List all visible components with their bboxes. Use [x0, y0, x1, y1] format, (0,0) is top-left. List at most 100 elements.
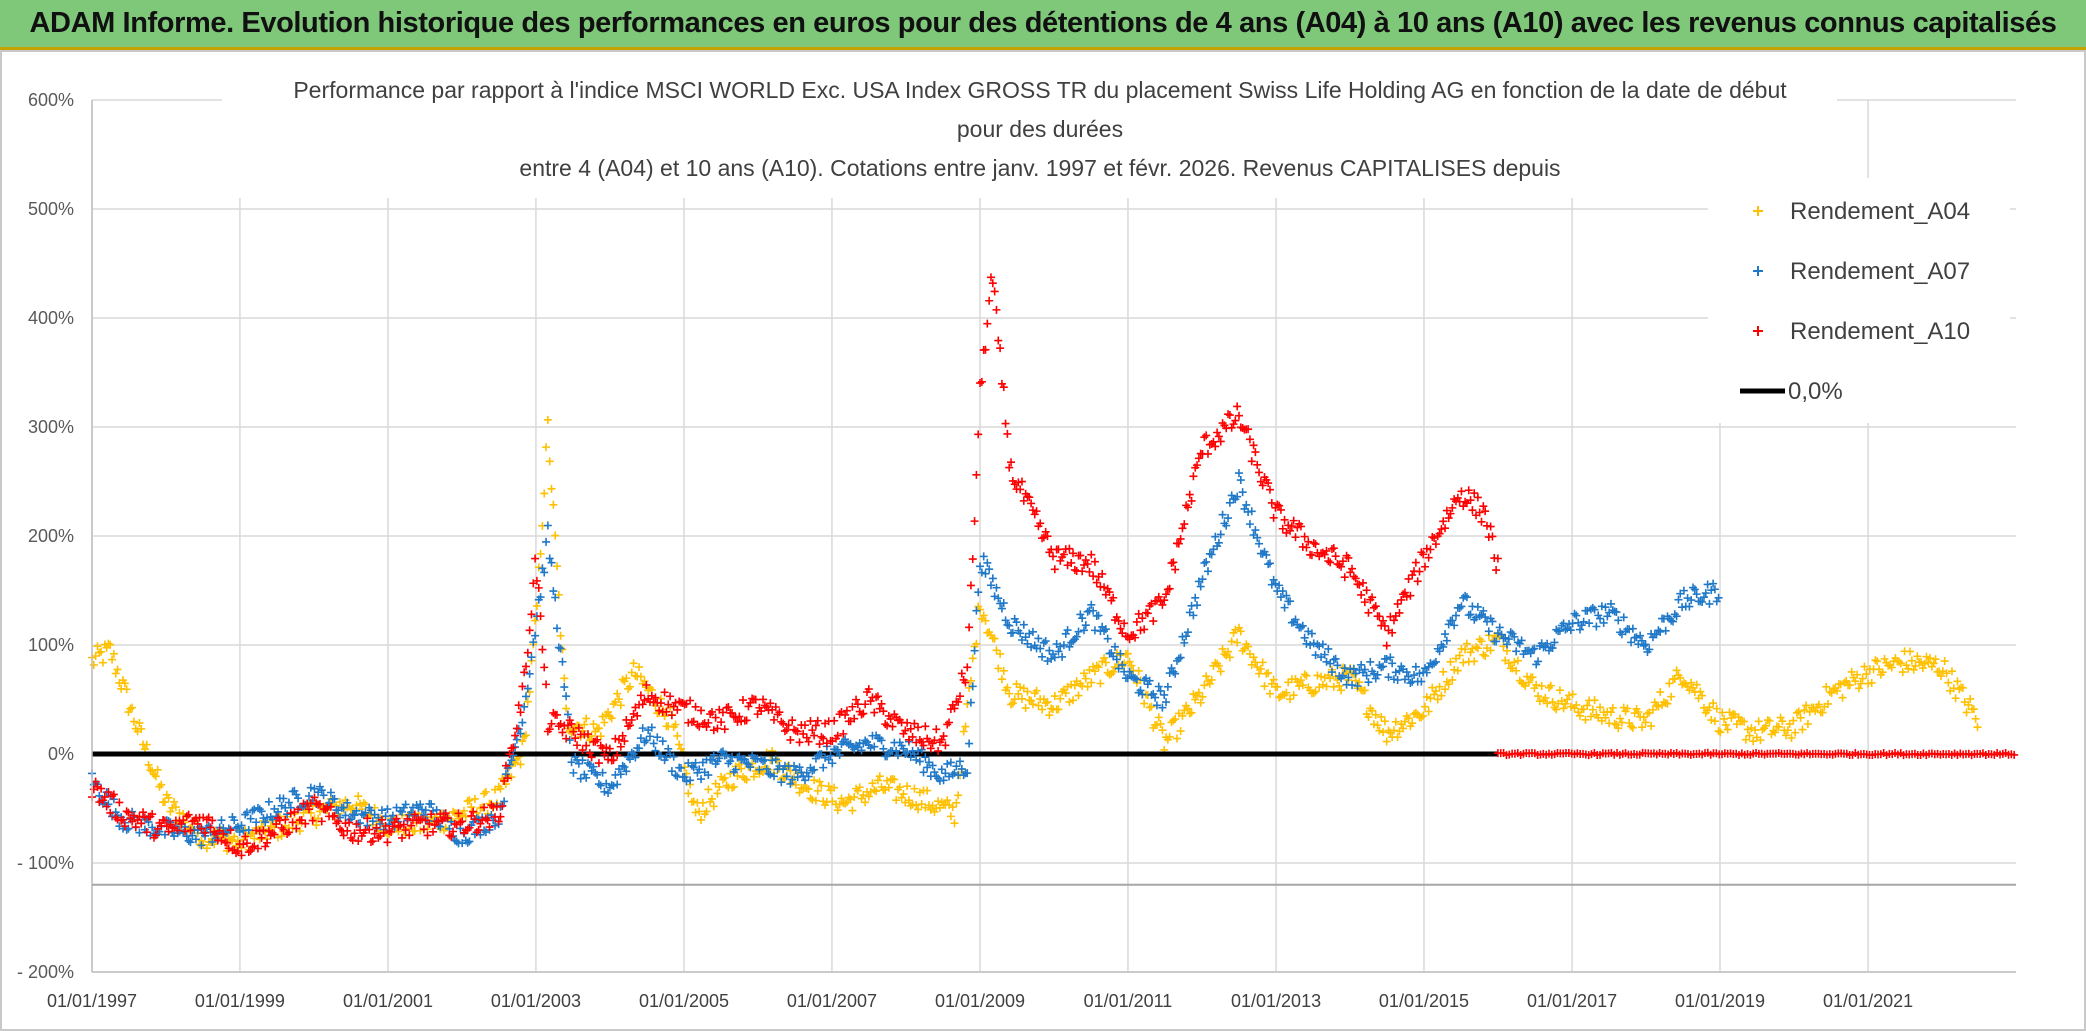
a04-point [1909, 665, 1918, 674]
a10-point [903, 718, 912, 727]
y-tick-label: 400% [28, 308, 74, 328]
a04-point [1236, 627, 1245, 636]
a04-point [1707, 716, 1716, 725]
a07-point [1360, 665, 1369, 674]
a04-point [1714, 727, 1723, 736]
a04-point [1333, 676, 1342, 685]
a04-point [1313, 671, 1322, 680]
a04-point [1785, 720, 1794, 729]
a10-point [1453, 493, 1462, 502]
a04-point [1355, 678, 1364, 687]
a04-point [1214, 661, 1223, 670]
a10-point [625, 721, 634, 730]
a04-point [164, 793, 173, 802]
a07-point [1685, 602, 1694, 611]
a04-point [441, 823, 450, 832]
a10-point [1479, 502, 1488, 511]
a04-point [1196, 698, 1205, 707]
a04-point [1966, 694, 1975, 703]
a07-point [1333, 661, 1342, 670]
a07-point [625, 755, 634, 764]
a04-point [992, 646, 1001, 655]
a04-point [1550, 703, 1559, 712]
a10-point [1335, 560, 1344, 569]
a07-point [1656, 627, 1665, 636]
a10-point [1253, 460, 1262, 469]
a07-point [824, 755, 833, 764]
a07-point [1679, 586, 1688, 595]
a04-point [562, 704, 571, 713]
a07-point [1672, 612, 1681, 621]
a10-point [859, 709, 868, 718]
a07-point [768, 756, 777, 765]
a10-point [1158, 600, 1167, 609]
a04-point [1634, 708, 1643, 717]
a10-point [1302, 543, 1311, 552]
a04-point [1588, 705, 1597, 714]
a07-point [543, 521, 552, 530]
a10-point [999, 383, 1008, 392]
a10-point [1419, 550, 1428, 559]
a10-point [339, 831, 348, 840]
a07-point [366, 806, 375, 815]
a07-point [726, 757, 735, 766]
a07-point [609, 781, 618, 790]
a10-point [1340, 573, 1349, 582]
a04-point [1743, 725, 1752, 734]
a04-point [160, 797, 169, 806]
a04-point [346, 805, 355, 814]
a10-point [955, 692, 964, 701]
a10-point [1329, 544, 1338, 553]
a07-point [1041, 637, 1050, 646]
a07-point [1306, 640, 1315, 649]
chart-title-line: Performance par rapport à l'indice MSCI … [293, 77, 1787, 103]
a04-point [981, 616, 990, 625]
a04-point [1916, 658, 1925, 667]
a10-point [853, 700, 862, 709]
a04-point [1380, 717, 1389, 726]
a07-point [1570, 609, 1579, 618]
a07-point [1116, 649, 1125, 658]
a10-point [1275, 501, 1284, 510]
a10-point [509, 743, 518, 752]
a10-point [718, 708, 727, 717]
a07-point [272, 812, 281, 821]
a04-point [1811, 706, 1820, 715]
a07-point [1322, 657, 1331, 666]
a07-point [981, 569, 990, 578]
a10-point [990, 287, 999, 296]
a07-point [1393, 676, 1402, 685]
a10-point [1087, 550, 1096, 559]
a10-point [1360, 598, 1369, 607]
a07-point [563, 710, 572, 719]
a04-point [883, 776, 892, 785]
a04-point [1065, 697, 1074, 706]
a07-point [1641, 640, 1650, 649]
a04-point [1641, 718, 1650, 727]
a10-point [135, 812, 144, 821]
a10-point [1183, 503, 1192, 512]
a07-point [828, 759, 837, 768]
a07-point [505, 760, 514, 769]
a07-point [179, 828, 188, 837]
a04-point [1805, 707, 1814, 716]
a10-point [950, 704, 959, 713]
a04-point [917, 800, 926, 809]
a04-point [470, 794, 479, 803]
a07-point [682, 777, 691, 786]
a04-point [1687, 678, 1696, 687]
a10-point [591, 737, 600, 746]
a10-point [1069, 549, 1078, 558]
a04-point [1123, 649, 1132, 658]
a10-point [873, 692, 882, 701]
a10-point [1355, 580, 1364, 589]
a04-point [1555, 686, 1564, 695]
a04-point [1028, 700, 1037, 709]
a10-point [926, 744, 935, 753]
a10-point [1488, 532, 1497, 541]
a10-point [531, 554, 540, 563]
a10-point [363, 814, 372, 823]
a07-point [1572, 611, 1581, 620]
a07-point [600, 787, 609, 796]
a04-point [1791, 728, 1800, 737]
